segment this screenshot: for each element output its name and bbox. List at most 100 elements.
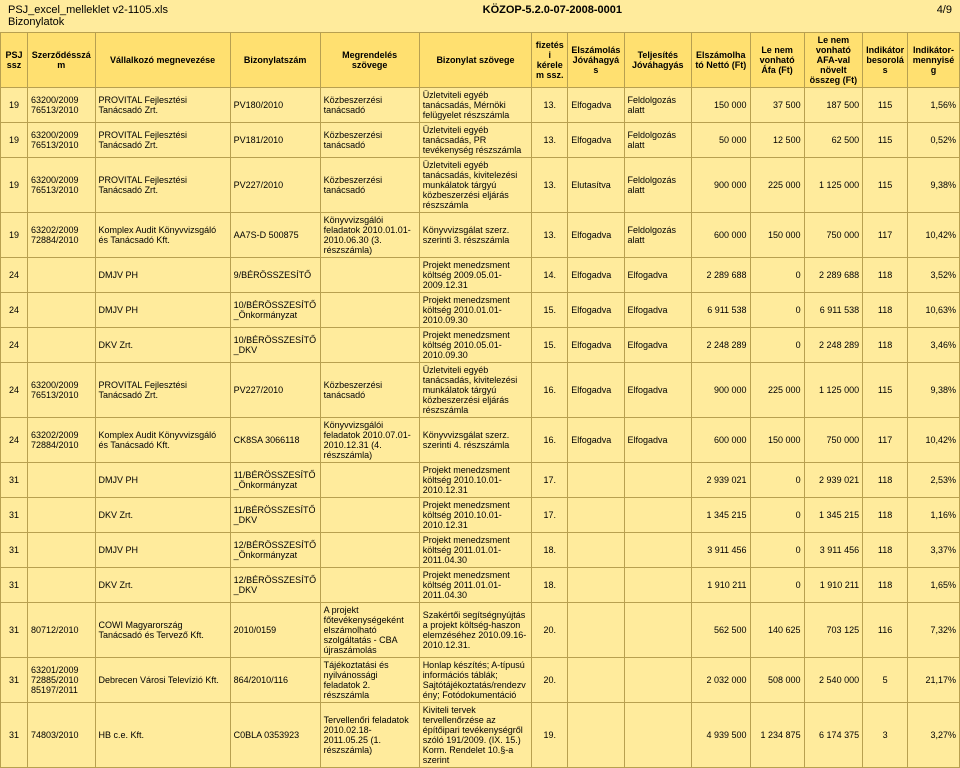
cell: Elfogadva xyxy=(568,88,624,123)
cell: 1,65% xyxy=(908,568,960,603)
cell: 20. xyxy=(532,658,568,703)
cell: 19 xyxy=(1,123,28,158)
cell: 31 xyxy=(1,463,28,498)
cell: Közbeszerzési tanácsadó xyxy=(320,88,419,123)
cell: 18. xyxy=(532,533,568,568)
cell: Elfogadva xyxy=(624,293,692,328)
cell: 1 910 211 xyxy=(804,568,863,603)
cell: 31 xyxy=(1,703,28,768)
col-header: Vállalkozó megnevezése xyxy=(95,33,230,88)
cell: Projekt menedzsment költség 2010.10.01-2… xyxy=(419,498,532,533)
cell: 12/BÉRÖSSZESÍTŐ_Önkormányzat xyxy=(230,533,320,568)
cell: 117 xyxy=(863,213,908,258)
cell xyxy=(568,498,624,533)
table-row: 2463200/2009 76513/2010PROVITAL Fejleszt… xyxy=(1,363,960,418)
header-row: PSJ sszSzerződésszámVállalkozó megnevezé… xyxy=(1,33,960,88)
cell: PV227/2010 xyxy=(230,158,320,213)
cell: 50 000 xyxy=(692,123,751,158)
cell: PROVITAL Fejlesztési Tanácsadó Zrt. xyxy=(95,363,230,418)
cell xyxy=(624,463,692,498)
cell: A projekt főtevékenységeként elszámolhat… xyxy=(320,603,419,658)
cell: 1 910 211 xyxy=(692,568,751,603)
cell: Projekt menedzsment költség 2010.10.01-2… xyxy=(419,463,532,498)
cell: 140 625 xyxy=(750,603,804,658)
cell: 13. xyxy=(532,88,568,123)
col-header: Indikátor-mennyiség xyxy=(908,33,960,88)
cell: 63202/2009 72884/2010 xyxy=(28,418,96,463)
cell: 118 xyxy=(863,463,908,498)
cell: DMJV PH xyxy=(95,258,230,293)
table-row: 31DKV Zrt.11/BÉRÖSSZESÍTŐ_DKVProjekt men… xyxy=(1,498,960,533)
cell: Könyvvizsgálói feladatok 2010.01.01-2010… xyxy=(320,213,419,258)
cell: AA7S-D 500875 xyxy=(230,213,320,258)
cell: COWI Magyarország Tanácsadó és Tervező K… xyxy=(95,603,230,658)
cell: 9,38% xyxy=(908,363,960,418)
cell: 7,32% xyxy=(908,603,960,658)
cell: 80712/2010 xyxy=(28,603,96,658)
cell: Projekt menedzsment költség 2011.01.01-2… xyxy=(419,568,532,603)
cell: Elfogadva xyxy=(568,293,624,328)
cell xyxy=(320,498,419,533)
cell: 10,63% xyxy=(908,293,960,328)
cell: 19 xyxy=(1,158,28,213)
cell: 12 500 xyxy=(750,123,804,158)
cell xyxy=(624,603,692,658)
cell: 31 xyxy=(1,568,28,603)
cell: PROVITAL Fejlesztési Tanácsadó Zrt. xyxy=(95,158,230,213)
cell xyxy=(624,658,692,703)
cell: 150 000 xyxy=(750,418,804,463)
cell: 0 xyxy=(750,293,804,328)
table-row: 3174803/2010HB c.e. Kft.C0BLA 0353923Ter… xyxy=(1,703,960,768)
cell: 2 540 000 xyxy=(804,658,863,703)
cell: 63200/2009 76513/2010 xyxy=(28,123,96,158)
cell: 2 939 021 xyxy=(692,463,751,498)
cell: 63201/2009 72885/2010 85197/2011 xyxy=(28,658,96,703)
cell: Elutasítva xyxy=(568,158,624,213)
cell: Elfogadva xyxy=(624,328,692,363)
cell: PV181/2010 xyxy=(230,123,320,158)
page-number: 4/9 xyxy=(937,4,952,28)
cell: PV180/2010 xyxy=(230,88,320,123)
sheet-name: Bizonylatok xyxy=(8,16,168,28)
col-header: Le nem vonható AFA-val növelt összeg (Ft… xyxy=(804,33,863,88)
cell: 116 xyxy=(863,603,908,658)
col-header: PSJ ssz xyxy=(1,33,28,88)
cell: Komplex Audit Könyvvizsgáló és Tanácsadó… xyxy=(95,418,230,463)
cell: 508 000 xyxy=(750,658,804,703)
cell: CK8SA 3066118 xyxy=(230,418,320,463)
table-row: 31DMJV PH12/BÉRÖSSZESÍTŐ_ÖnkormányzatPro… xyxy=(1,533,960,568)
cell: 115 xyxy=(863,158,908,213)
cell: Közbeszerzési tanácsadó xyxy=(320,363,419,418)
cell: 19 xyxy=(1,88,28,123)
cell: 900 000 xyxy=(692,158,751,213)
cell: Elfogadva xyxy=(568,418,624,463)
cell: 600 000 xyxy=(692,418,751,463)
cell xyxy=(568,703,624,768)
cell: 187 500 xyxy=(804,88,863,123)
cell: PROVITAL Fejlesztési Tanácsadó Zrt. xyxy=(95,88,230,123)
cell xyxy=(28,568,96,603)
cell: Debrecen Városi Televízió Kft. xyxy=(95,658,230,703)
cell: 562 500 xyxy=(692,603,751,658)
cell xyxy=(28,533,96,568)
cell: 3,37% xyxy=(908,533,960,568)
cell: 1 345 215 xyxy=(804,498,863,533)
col-header: fizetési kérelem ssz. xyxy=(532,33,568,88)
cell: 0 xyxy=(750,533,804,568)
cell: 3,46% xyxy=(908,328,960,363)
cell: 1,56% xyxy=(908,88,960,123)
cell: 62 500 xyxy=(804,123,863,158)
cell xyxy=(624,568,692,603)
cell: 19 xyxy=(1,213,28,258)
cell xyxy=(28,258,96,293)
cell: 17. xyxy=(532,463,568,498)
cell: Feldolgozás alatt xyxy=(624,123,692,158)
table-row: 24DMJV PH10/BÉRÖSSZESÍTŐ_ÖnkormányzatPro… xyxy=(1,293,960,328)
cell: Komplex Audit Könyvvizsgáló és Tanácsadó… xyxy=(95,213,230,258)
cell: 74803/2010 xyxy=(28,703,96,768)
cell: Feldolgozás alatt xyxy=(624,158,692,213)
cell: 16. xyxy=(532,363,568,418)
cell: Üzletviteli egyéb tanácsadás, kivitelezé… xyxy=(419,363,532,418)
cell: 20. xyxy=(532,603,568,658)
col-header: Indikátor besorolás xyxy=(863,33,908,88)
